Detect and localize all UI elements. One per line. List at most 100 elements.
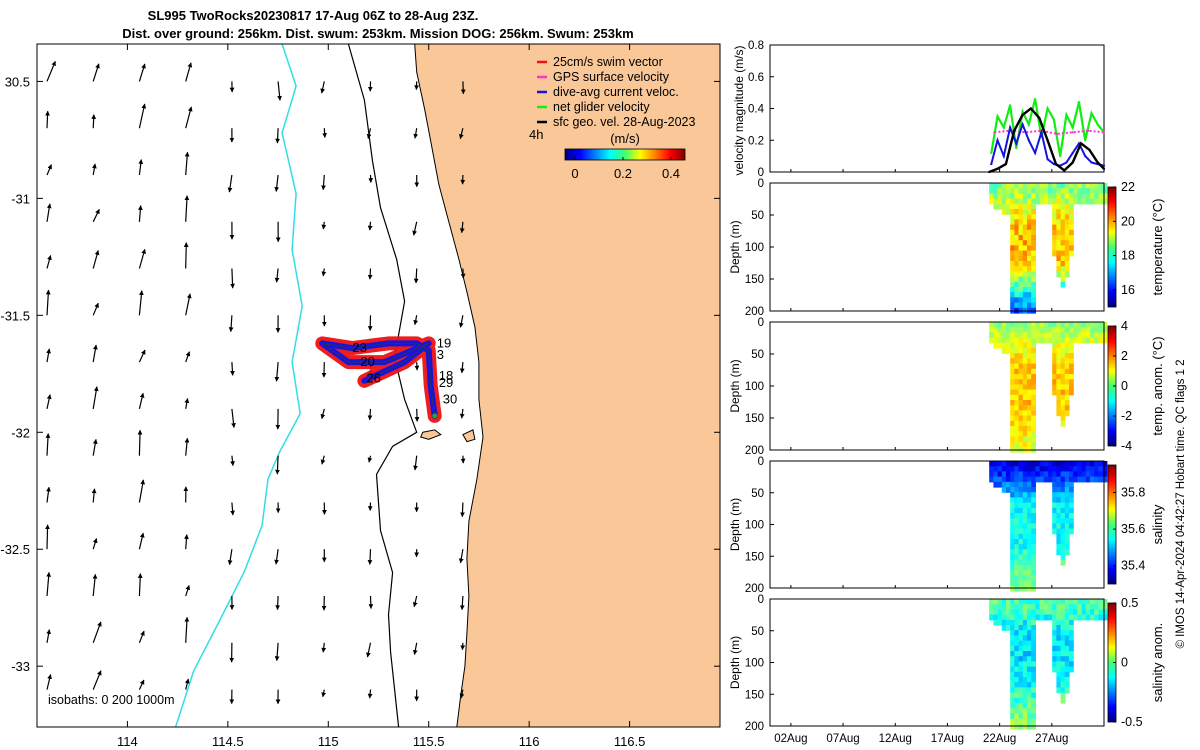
heatmap-cell — [1090, 614, 1095, 621]
heatmap-cell — [1014, 281, 1020, 288]
heatmap-cell — [1043, 188, 1049, 194]
heatmap-cell — [1031, 604, 1036, 610]
heatmap-cell — [1035, 198, 1041, 205]
heatmap-cell — [1056, 677, 1062, 683]
heatmap-cell — [1001, 209, 1007, 215]
heatmap-cell — [1014, 209, 1020, 215]
heatmap-cell — [1010, 297, 1015, 304]
heatmap-cell — [1064, 342, 1070, 349]
heatmap-cell — [989, 198, 994, 205]
heatmap-cell — [1018, 533, 1024, 540]
heatmap-cell — [1031, 420, 1036, 427]
heatmap-cell — [1027, 368, 1032, 375]
heatmap-cell — [1018, 292, 1024, 298]
heatmap-cell — [1056, 209, 1062, 215]
heatmap-cell — [1039, 614, 1045, 621]
heatmap-cell — [1048, 332, 1053, 339]
heatmap-cell — [1027, 492, 1032, 498]
heatmap-cell — [1056, 549, 1062, 556]
heatmap-cell — [1014, 580, 1020, 587]
heatmap-cell — [1035, 193, 1041, 200]
heatmap-cell — [1010, 219, 1015, 226]
heatmap-cell — [1018, 481, 1024, 488]
heatmap-cell — [1056, 619, 1062, 626]
heatmap-cell — [1060, 379, 1066, 385]
heatmap-cell — [1056, 229, 1062, 236]
heatmap-cell — [1060, 614, 1066, 621]
heatmap-cell — [1027, 394, 1032, 401]
colorbar-tick-label: 22 — [1121, 180, 1135, 194]
heatmap-cell — [1031, 363, 1036, 370]
heatmap-cell — [1014, 661, 1020, 668]
heatmap-cell — [1064, 682, 1070, 688]
heatmap-cell — [1010, 420, 1015, 427]
lat-tick-label: -32.5 — [0, 542, 30, 557]
heatmap-cell — [993, 476, 999, 483]
heatmap-cell — [1014, 549, 1020, 556]
heatmap-cell — [1014, 502, 1020, 509]
heatmap-cell — [1052, 518, 1057, 524]
heatmap-cell — [1014, 671, 1020, 678]
heatmap-cell — [1064, 502, 1070, 509]
heatmap-cell — [1014, 687, 1020, 694]
heatmap-cell — [1022, 368, 1028, 375]
heatmap-cell — [1022, 327, 1028, 333]
heatmap-cell — [1052, 214, 1057, 220]
series-point — [988, 170, 991, 174]
heatmap-cell — [1073, 198, 1078, 205]
y-tick-label: 200 — [745, 306, 764, 318]
heatmap-cell — [1022, 640, 1028, 647]
geostrophic-vector — [46, 394, 52, 410]
heatmap-cell — [1022, 214, 1028, 220]
heatmap-cell — [1027, 332, 1032, 339]
heatmap-cell — [1102, 609, 1108, 616]
heatmap-cell — [1069, 327, 1074, 333]
heatmap-cell — [1060, 554, 1066, 561]
heatmap-cell — [1060, 342, 1066, 349]
heatmap-cell — [1027, 609, 1032, 616]
heatmap-cell — [1060, 666, 1066, 673]
heatmap-cell — [1069, 635, 1074, 642]
heatmap-cell — [993, 332, 999, 339]
heatmap-cell — [1056, 337, 1062, 344]
heatmap-cell — [1073, 183, 1078, 189]
heatmap-cell — [1014, 630, 1020, 636]
heatmap-cell — [1018, 718, 1024, 725]
heatmap-cell — [1085, 599, 1091, 605]
heatmap-cell — [1060, 193, 1066, 200]
heatmap-cell — [1014, 481, 1020, 488]
heatmap-cell — [1018, 183, 1024, 189]
heatmap-cell — [1056, 332, 1062, 339]
heatmap-cell — [1102, 461, 1108, 467]
heatmap-cell — [1014, 271, 1020, 278]
heatmap-cell — [1022, 297, 1028, 304]
heatmap-cell — [1069, 224, 1074, 231]
heatmap-cell — [1018, 635, 1024, 642]
heatmap-cell — [1052, 476, 1057, 483]
heatmap-cell — [1098, 322, 1104, 328]
geostrophic-vector — [138, 349, 146, 363]
colorbar-tick-label: 16 — [1121, 283, 1135, 297]
heatmap-cell — [1010, 193, 1015, 200]
heatmap-cell — [1018, 214, 1024, 220]
heatmap-cell — [1052, 635, 1057, 642]
heatmap-cell — [1010, 400, 1015, 406]
heatmap-cell — [1031, 575, 1036, 582]
heatmap-cell — [1022, 487, 1028, 493]
geostrophic-vector — [230, 455, 235, 467]
heatmap-cell — [1056, 518, 1062, 524]
heatmap-cell — [1010, 687, 1015, 694]
x-tick-label: 12Aug — [879, 733, 912, 745]
heatmap-cell — [1077, 466, 1083, 472]
heatmap-cell — [993, 203, 999, 210]
track-day-label: 19 — [437, 335, 451, 350]
heatmap-cell — [1052, 363, 1057, 370]
heatmap-cell — [997, 198, 1003, 205]
heatmap-cell — [1001, 348, 1007, 354]
heatmap-cell — [1052, 209, 1057, 215]
heatmap-cell — [1022, 420, 1028, 427]
heatmap-cell — [1060, 332, 1066, 339]
heatmap-cell — [1102, 188, 1108, 194]
heatmap-cell — [1031, 651, 1036, 657]
geostrophic-vector — [92, 670, 102, 690]
